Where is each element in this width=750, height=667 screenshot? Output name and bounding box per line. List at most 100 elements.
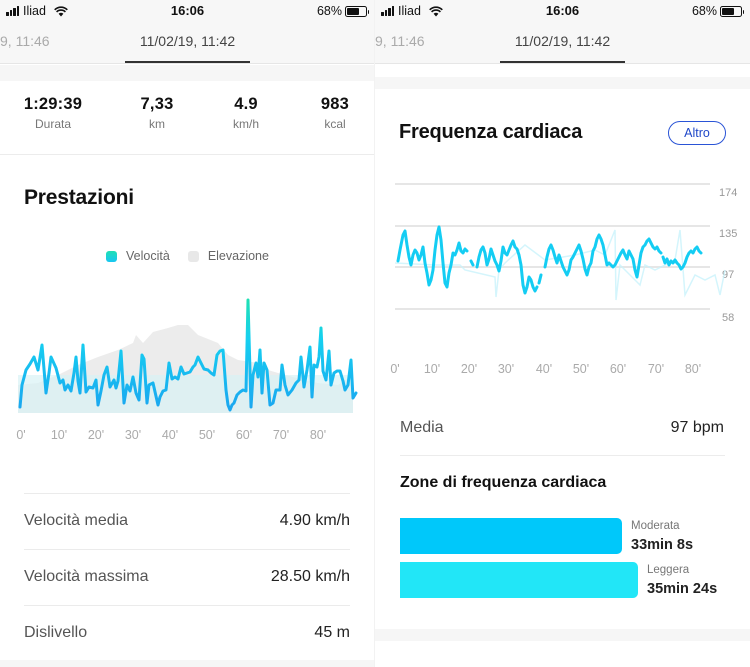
average-value: 97 bpm (670, 419, 724, 436)
heart-rate-line (661, 245, 703, 271)
legend-speed[interactable]: Velocità (106, 249, 170, 263)
heart-rate-line-gap (537, 273, 543, 285)
status-left: Iliad (6, 4, 68, 18)
heart-rate-line (543, 233, 663, 279)
section-separator (0, 65, 375, 81)
tab-current-workout[interactable]: 11/02/19, 11:42 (139, 33, 236, 49)
workout-summary: 1:29:39 Durata 7,33 km 4.9 km/h 983 kcal (0, 95, 375, 155)
status-time: 16:06 (170, 3, 205, 18)
zone-time: 33min 8s (631, 537, 694, 553)
legend-speed-swatch (106, 250, 118, 262)
wifi-icon (429, 5, 443, 16)
zone-bar-moderate (400, 518, 622, 554)
status-left: Iliad (381, 4, 443, 18)
summary-label: km (148, 117, 165, 131)
heart-rate-chart (395, 225, 726, 301)
y-tick: 174 (719, 187, 738, 199)
y-tick: 58 (722, 312, 735, 324)
right-screen: Iliad 16:06 68% 9, 11:46 11/02/19, 11:42 (375, 0, 750, 667)
x-tick: 30' (124, 428, 142, 442)
summary-duration: 1:29:39 Durata (24, 95, 82, 131)
wifi-icon (54, 5, 68, 16)
legend-speed-label: Velocità (126, 249, 170, 263)
summary-calories: 983 kcal (321, 95, 349, 131)
x-tick: 60' (609, 362, 627, 376)
screen-divider (374, 0, 375, 667)
signal-icon (381, 6, 394, 16)
metric-max-speed: Velocità massima 28.50 km/h (24, 549, 350, 605)
x-tick: 10' (50, 428, 68, 442)
active-tab-indicator (500, 61, 625, 63)
tab-previous-workout[interactable]: 9, 11:46 (0, 33, 50, 49)
x-tick: 20' (87, 428, 105, 442)
metric-label: Dislivello (24, 624, 88, 641)
legend-elevation[interactable]: Elevazione (187, 249, 269, 263)
metric-label: Velocità media (24, 512, 129, 529)
x-tick: 40' (535, 362, 553, 376)
x-tick: 50' (572, 362, 590, 376)
zone-bar-light (400, 562, 638, 598)
section-separator (0, 660, 375, 667)
x-tick: 60' (235, 428, 253, 442)
legend-elevation-swatch (187, 250, 199, 262)
status-bar: Iliad 16:06 68% (375, 0, 750, 22)
gridline-97 (395, 266, 710, 268)
gridline-58 (395, 308, 710, 310)
summary-value: 1:29:39 (23, 95, 83, 113)
heart-rate-line (396, 225, 469, 289)
status-time: 16:06 (545, 3, 580, 18)
left-screen: Iliad 16:06 68% 9, 11:46 11/02/19, 11:42… (0, 0, 375, 667)
gridline-135 (395, 225, 710, 227)
carrier-name: Iliad (23, 4, 46, 18)
average-label: Media (400, 419, 444, 436)
heart-rate-line (475, 239, 539, 295)
performance-chart (18, 298, 358, 413)
signal-icon (6, 6, 19, 16)
x-tick: 70' (272, 428, 290, 442)
heart-rate-line-gap (469, 259, 475, 267)
summary-distance: 7,33 km (141, 95, 174, 131)
speed-line (18, 298, 358, 412)
summary-value: 7,33 (140, 95, 174, 113)
divider (400, 455, 725, 456)
x-tick: 20' (460, 362, 478, 376)
date-tabs: 9, 11:46 11/02/19, 11:42 (0, 22, 375, 64)
summary-label: km/h (232, 117, 260, 131)
tab-current-workout[interactable]: 11/02/19, 11:42 (514, 33, 611, 49)
zone-time: 35min 24s (647, 581, 718, 597)
tab-previous-workout[interactable]: 9, 11:46 (375, 33, 425, 49)
metric-value: 45 m (314, 624, 350, 641)
y-tick: 135 (719, 228, 738, 240)
divider (0, 154, 375, 155)
metric-label: Velocità massima (24, 568, 149, 585)
summary-value: 4.9 (234, 95, 258, 113)
section-separator (375, 77, 750, 89)
active-tab-indicator (125, 61, 250, 63)
status-right: 68% (316, 4, 369, 18)
x-tick: 50' (198, 428, 216, 442)
metric-avg-speed: Velocità media 4.90 km/h (24, 493, 350, 549)
x-tick: 80' (684, 362, 702, 376)
battery-percent: 68% (316, 4, 342, 18)
heart-rate-raw-line (395, 229, 726, 301)
legend-elevation-label: Elevazione (207, 249, 269, 263)
summary-speed: 4.9 km/h (233, 95, 259, 131)
x-tick: 80' (309, 428, 327, 442)
battery-icon (345, 5, 369, 17)
date-tabs: 9, 11:46 11/02/19, 11:42 (375, 22, 750, 64)
status-bar: Iliad 16:06 68% (0, 0, 375, 22)
metric-elevation-gain: Dislivello 45 m (24, 605, 350, 661)
x-tick: 0' (390, 362, 400, 376)
chart-legend: Velocità Elevazione (0, 249, 375, 263)
summary-label: Durata (34, 117, 72, 131)
battery-percent: 68% (691, 4, 717, 18)
battery-icon (720, 5, 744, 17)
heart-rate-title: Frequenza cardiaca (399, 121, 583, 143)
summary-value: 983 (320, 95, 350, 113)
x-tick: 10' (423, 362, 441, 376)
metric-value: 28.50 km/h (270, 568, 350, 585)
more-button[interactable]: Altro (668, 121, 726, 145)
section-separator (375, 629, 750, 641)
x-tick: 40' (161, 428, 179, 442)
metric-value: 4.90 km/h (279, 512, 350, 529)
